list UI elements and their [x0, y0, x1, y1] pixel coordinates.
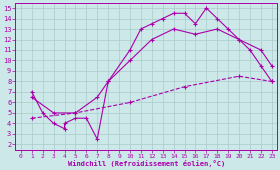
X-axis label: Windchill (Refroidissement éolien,°C): Windchill (Refroidissement éolien,°C) — [68, 160, 225, 167]
